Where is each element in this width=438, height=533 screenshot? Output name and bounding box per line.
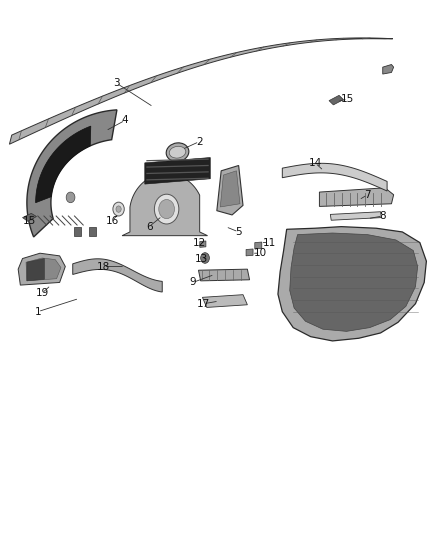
Text: 4: 4 [122, 115, 128, 125]
Circle shape [113, 202, 124, 216]
Polygon shape [35, 126, 91, 203]
Circle shape [116, 206, 121, 212]
Polygon shape [202, 295, 247, 308]
Circle shape [154, 194, 179, 224]
Text: 10: 10 [254, 248, 267, 258]
Polygon shape [22, 213, 36, 221]
Polygon shape [74, 227, 81, 236]
Polygon shape [73, 259, 162, 292]
Text: 13: 13 [195, 254, 208, 263]
Polygon shape [329, 95, 343, 105]
Ellipse shape [166, 143, 189, 161]
Circle shape [201, 253, 209, 263]
Text: 5: 5 [235, 227, 242, 237]
Polygon shape [200, 241, 206, 247]
Text: 18: 18 [97, 262, 110, 271]
Text: 3: 3 [113, 78, 120, 88]
Circle shape [159, 199, 174, 219]
Text: 11: 11 [263, 238, 276, 247]
Polygon shape [89, 227, 96, 236]
Polygon shape [18, 253, 65, 285]
Polygon shape [330, 212, 381, 220]
Polygon shape [283, 163, 387, 191]
Text: 15: 15 [22, 216, 36, 227]
Polygon shape [26, 258, 61, 281]
Text: 2: 2 [196, 136, 203, 147]
Circle shape [66, 192, 75, 203]
Polygon shape [290, 233, 418, 332]
Polygon shape [145, 158, 210, 184]
Text: 9: 9 [190, 278, 196, 287]
Polygon shape [319, 188, 394, 206]
Text: 17: 17 [197, 298, 210, 309]
Polygon shape [383, 64, 394, 74]
Ellipse shape [169, 147, 186, 158]
Polygon shape [217, 165, 243, 215]
Polygon shape [122, 173, 208, 236]
Text: 14: 14 [308, 158, 321, 168]
Text: 8: 8 [379, 211, 386, 221]
Text: 12: 12 [193, 238, 206, 247]
Polygon shape [246, 249, 253, 256]
Polygon shape [255, 242, 262, 249]
Polygon shape [220, 171, 240, 207]
Text: 6: 6 [146, 222, 152, 232]
Text: 1: 1 [35, 306, 41, 317]
Text: 19: 19 [35, 288, 49, 298]
Text: 16: 16 [106, 216, 119, 227]
Polygon shape [27, 259, 44, 281]
Polygon shape [278, 227, 426, 341]
Polygon shape [27, 110, 117, 237]
Text: 15: 15 [341, 94, 354, 104]
Polygon shape [198, 269, 250, 281]
Text: 7: 7 [364, 190, 371, 200]
Polygon shape [10, 38, 393, 144]
